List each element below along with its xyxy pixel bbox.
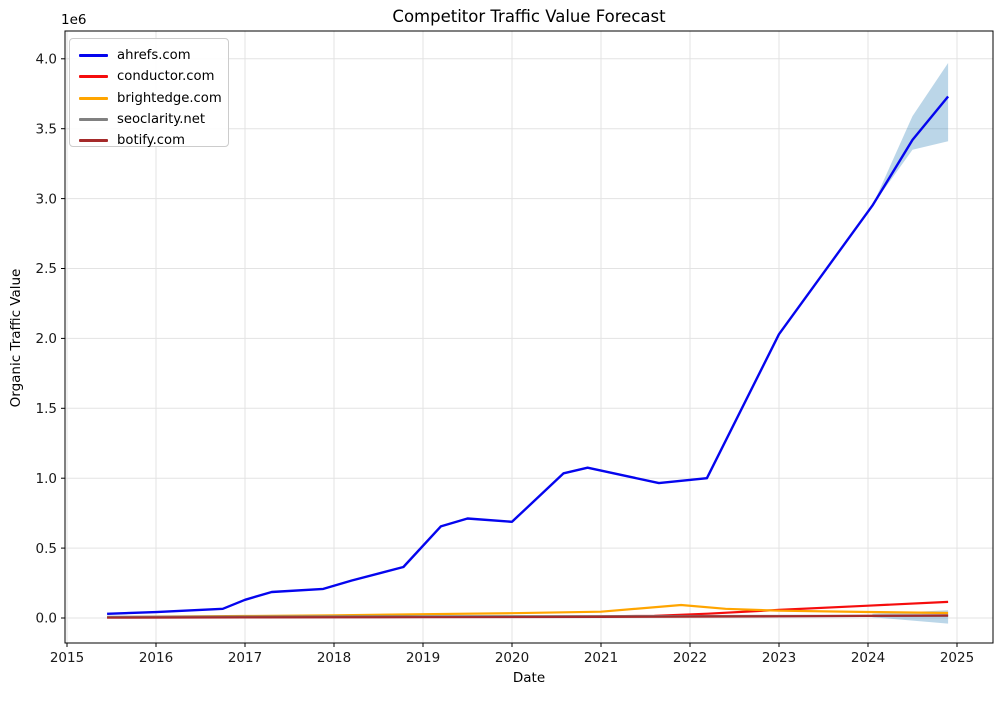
legend-line-icon [79,75,108,79]
y-axis-label: Organic Traffic Value [8,268,24,408]
y-tick-label: 2.0 [36,331,57,347]
plot-border [64,30,994,644]
x-tick-label: 2024 [851,650,885,666]
x-tick-label: 2021 [584,650,618,666]
legend: ahrefs.com conductor.com brightedge.com … [69,38,229,148]
legend-item: brightedge.com [79,88,228,109]
y-tick-label: 3.0 [36,191,57,207]
legend-label: botify.com [117,133,185,149]
y-tick-label: 2.5 [36,261,57,277]
y-axis-offset-text: 1e6 [61,12,87,28]
x-tick-label: 2022 [673,650,707,666]
series-line-ahrefs-com [107,95,950,615]
y-tick-label: 3.5 [36,121,57,137]
legend-label: ahrefs.com [117,48,191,64]
legend-label: conductor.com [117,69,215,85]
x-axis-label: Date [512,670,546,686]
legend-line-icon [79,96,108,100]
y-tick-label: 1.0 [36,471,57,487]
legend-line-icon [79,54,108,58]
x-tick-label: 2017 [228,650,262,666]
x-tick-label: 2020 [495,650,529,666]
x-tick-label: 2016 [139,650,173,666]
legend-line-icon [79,118,108,122]
x-tick-label: 2019 [406,650,440,666]
legend-line-icon [79,139,108,143]
legend-item: ahrefs.com [79,45,228,66]
x-tick-label: 2018 [317,650,351,666]
x-tick-label: 2025 [940,650,974,666]
chart-title: Competitor Traffic Value Forecast [392,7,666,26]
legend-item: seoclarity.net [79,109,228,130]
legend-label: brightedge.com [117,90,222,106]
legend-item: botify.com [79,130,228,151]
y-tick-label: 4.0 [36,52,57,68]
confidence-band [872,63,949,206]
y-tick-label: 1.5 [36,401,57,417]
series-line-botify-com [107,614,949,619]
y-tick-label: 0.5 [36,541,57,557]
y-tick-label: 0.0 [36,611,57,627]
x-tick-label: 2015 [50,650,84,666]
x-tick-label: 2023 [762,650,796,666]
legend-label: seoclarity.net [117,112,206,128]
legend-item: conductor.com [79,66,228,87]
